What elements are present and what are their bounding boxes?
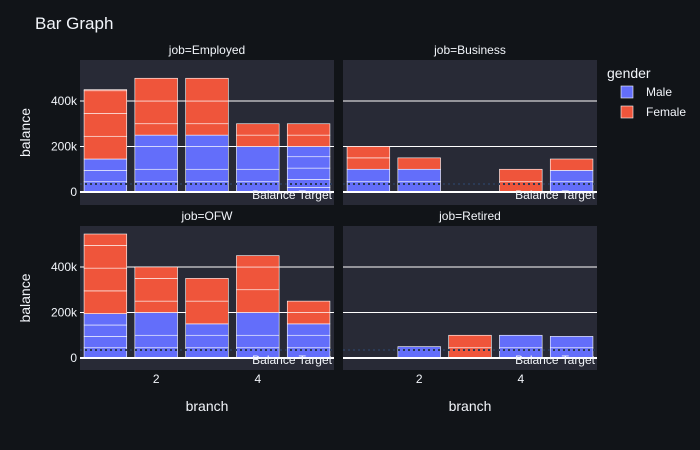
balance-target-label: Balance Target — [252, 353, 333, 367]
legend-swatch-male — [621, 86, 633, 98]
female-bar-segment — [236, 135, 279, 146]
female-bar-segment — [135, 124, 178, 135]
balance-target-label: Balance Target — [515, 188, 596, 202]
x-axis-label: branch — [186, 398, 229, 414]
female-bar-segment — [84, 90, 127, 91]
panel-title: job=Business — [433, 43, 506, 57]
balance-target-label: Balance Target — [252, 188, 333, 202]
y-tick-label: 200k — [51, 306, 78, 320]
male-bar-segment — [236, 335, 279, 348]
female-bar-segment — [84, 136, 127, 159]
male-bar-segment — [84, 314, 127, 325]
male-bar-segment — [135, 169, 178, 182]
y-tick-label: 400k — [51, 260, 78, 274]
male-bar-segment — [84, 336, 127, 347]
female-bar-segment — [84, 245, 127, 268]
female-bar-segment — [135, 267, 178, 278]
male-bar-segment — [550, 336, 593, 347]
male-bar-segment — [287, 147, 330, 157]
male-bar-segment — [84, 170, 127, 181]
male-bar-segment — [135, 147, 178, 170]
male-bar-segment — [135, 135, 178, 146]
male-bar-segment — [186, 324, 229, 335]
y-tick-label: 400k — [51, 94, 78, 108]
legend-title: gender — [607, 65, 651, 81]
male-bar-segment — [287, 324, 330, 335]
female-bar-segment — [186, 101, 229, 124]
female-bar-segment — [186, 301, 229, 324]
male-bar-segment — [186, 335, 229, 348]
x-axis-label: branch — [449, 398, 492, 414]
female-bar-segment — [550, 159, 593, 170]
female-bar-segment — [236, 290, 279, 313]
male-bar-segment — [236, 169, 279, 182]
male-bar-segment — [287, 157, 330, 168]
y-tick-label: 0 — [70, 185, 77, 199]
y-tick-label: 0 — [70, 351, 77, 365]
male-bar-segment — [186, 147, 229, 170]
male-bar-segment — [236, 313, 279, 336]
female-bar-segment — [287, 124, 330, 135]
male-bar-segment — [236, 147, 279, 170]
female-bar-segment — [135, 301, 178, 312]
male-bar-segment — [287, 335, 330, 348]
chart-title: Bar Graph — [35, 14, 113, 33]
male-bar-segment — [186, 135, 229, 146]
y-axis-label: balance — [17, 108, 33, 157]
female-bar-segment — [236, 124, 279, 135]
x-tick-label: 2 — [416, 372, 423, 386]
female-bar-segment — [287, 313, 330, 324]
male-bar-segment — [398, 169, 441, 182]
panel-title: job=Employed — [168, 43, 245, 57]
y-axis-label: balance — [17, 273, 33, 322]
male-bar-segment — [550, 170, 593, 181]
female-bar-segment — [84, 234, 127, 245]
female-bar-segment — [135, 78, 178, 101]
male-bar-segment — [499, 335, 542, 348]
legend-swatch-female — [621, 106, 633, 118]
female-bar-segment — [84, 91, 127, 114]
female-bar-segment — [135, 101, 178, 124]
x-tick-label: 4 — [254, 372, 261, 386]
female-bar-segment — [84, 114, 127, 137]
male-bar-segment — [398, 347, 441, 358]
female-bar-segment — [287, 301, 330, 312]
female-bar-segment — [84, 268, 127, 291]
legend-label-female: Female — [646, 105, 686, 119]
female-bar-segment — [135, 278, 178, 301]
female-bar-segment — [398, 158, 441, 169]
male-bar-segment — [135, 335, 178, 348]
panel-title: job=OFW — [180, 209, 233, 223]
x-tick-label: 4 — [517, 372, 524, 386]
male-bar-segment — [84, 159, 127, 170]
female-bar-segment — [347, 158, 390, 169]
female-bar-segment — [499, 169, 542, 182]
female-bar-segment — [236, 256, 279, 267]
x-tick-label: 2 — [153, 372, 160, 386]
male-bar-segment — [347, 169, 390, 182]
male-bar-segment — [135, 313, 178, 336]
female-bar-segment — [186, 78, 229, 101]
y-tick-label: 200k — [51, 140, 78, 154]
male-bar-segment — [84, 325, 127, 336]
legend-label-male: Male — [646, 85, 672, 99]
female-bar-segment — [347, 147, 390, 158]
female-bar-segment — [84, 291, 127, 314]
male-bar-segment — [287, 168, 330, 179]
panel-title: job=Retired — [438, 209, 501, 223]
female-bar-segment — [186, 278, 229, 301]
female-bar-segment — [236, 267, 279, 290]
male-bar-segment — [186, 169, 229, 182]
male-bar-segment — [287, 179, 330, 187]
female-bar-segment — [449, 335, 492, 348]
balance-target-label: Balance Target — [515, 353, 596, 367]
female-bar-segment — [186, 124, 229, 135]
female-bar-segment — [287, 135, 330, 146]
